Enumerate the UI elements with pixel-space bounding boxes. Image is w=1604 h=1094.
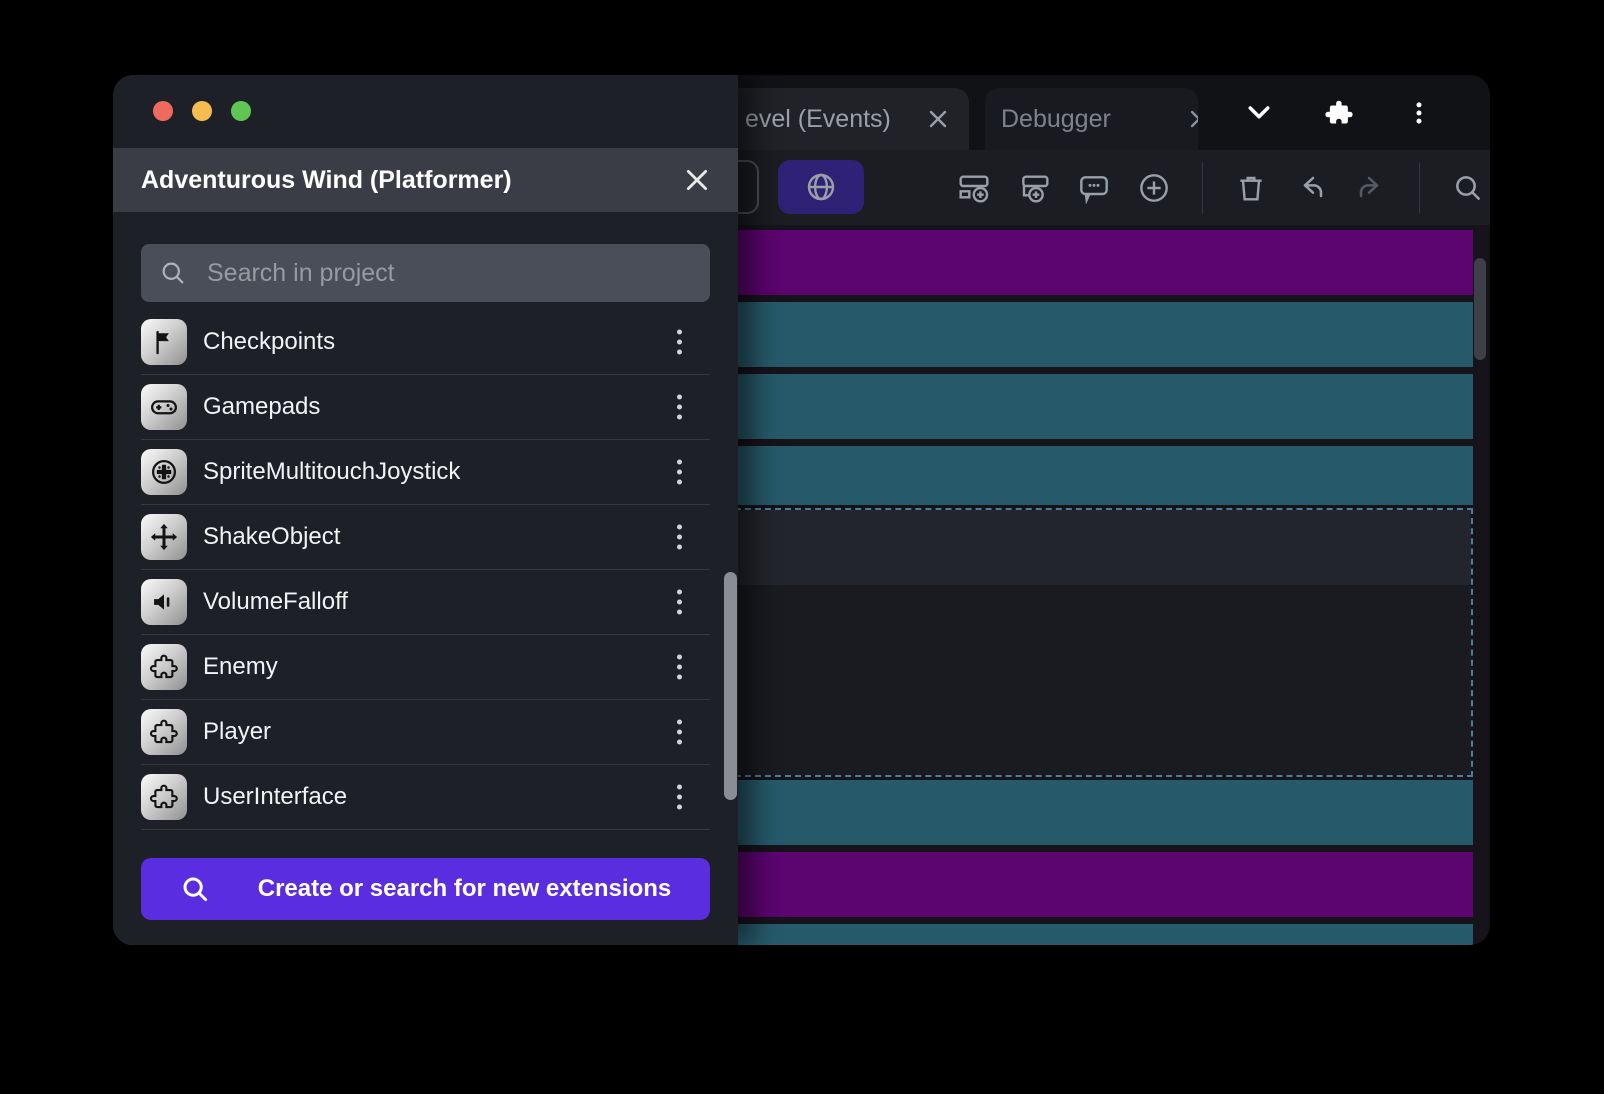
list-item-player[interactable]: Player <box>141 700 710 765</box>
speaker-icon <box>141 579 187 625</box>
zoom-window-button[interactable] <box>231 101 251 121</box>
list-item-label: Checkpoints <box>203 328 336 355</box>
item-menu-icon[interactable] <box>673 651 686 684</box>
list-item-enemy[interactable]: Enemy <box>141 635 710 700</box>
create-search-extensions-button[interactable]: Create or search for new extensions <box>141 858 710 920</box>
flag-icon <box>141 319 187 365</box>
cta-label: Create or search for new extensions <box>257 875 672 902</box>
item-menu-icon[interactable] <box>673 521 686 554</box>
extensions-list: Checkpoints Gamepads SpriteMultitouchJoy… <box>141 310 710 830</box>
list-item-label: Player <box>203 718 272 745</box>
close-window-button[interactable] <box>153 101 173 121</box>
add-circle-icon[interactable] <box>1138 172 1170 204</box>
list-item-spritemultitouchjoystick[interactable]: SpriteMultitouchJoystick <box>141 440 710 505</box>
tab-label: evel (Events) <box>745 104 891 133</box>
scene-globe-button[interactable] <box>778 160 864 214</box>
item-menu-icon[interactable] <box>673 391 686 424</box>
toolbar-divider <box>1419 161 1420 214</box>
puzzle-icon <box>141 644 187 690</box>
close-icon[interactable] <box>927 108 949 130</box>
tab-debugger[interactable]: Debugger <box>985 88 1198 150</box>
list-item-checkpoints[interactable]: Checkpoints <box>141 310 710 375</box>
tab-bar-controls <box>1244 75 1490 150</box>
add-comment-icon[interactable] <box>1078 172 1110 204</box>
redo-icon[interactable] <box>1355 172 1387 204</box>
add-event-icon[interactable] <box>958 172 990 204</box>
item-menu-icon[interactable] <box>673 456 686 489</box>
project-manager-panel: Adventurous Wind (Platformer) Checkpoint… <box>113 75 738 945</box>
move-arrows-icon <box>141 514 187 560</box>
item-menu-icon[interactable] <box>673 781 686 814</box>
list-item-label: Enemy <box>203 653 278 680</box>
search-input[interactable] <box>205 257 692 289</box>
list-item-label: SpriteMultitouchJoystick <box>203 458 461 485</box>
search-icon <box>159 259 187 287</box>
item-menu-icon[interactable] <box>673 586 686 619</box>
chevron-down-icon[interactable] <box>1244 98 1274 128</box>
item-menu-icon[interactable] <box>673 716 686 749</box>
list-item-label: ShakeObject <box>203 523 341 550</box>
panel-scrollbar-thumb[interactable] <box>724 572 737 800</box>
puzzle-icon <box>141 774 187 820</box>
list-item-shakeobject[interactable]: ShakeObject <box>141 505 710 570</box>
list-item-label: UserInterface <box>203 783 348 810</box>
kebab-menu-icon[interactable] <box>1404 98 1434 128</box>
events-scrollbar-thumb[interactable] <box>1474 258 1486 360</box>
panel-header: Adventurous Wind (Platformer) <box>113 148 738 212</box>
joystick-icon <box>141 449 187 495</box>
close-icon[interactable] <box>1188 108 1198 130</box>
add-subevent-icon[interactable] <box>1018 172 1050 204</box>
events-editor: evel (Events) Debugger <box>113 75 1490 945</box>
close-icon[interactable] <box>684 167 710 193</box>
toolbar-divider <box>1202 161 1203 214</box>
trash-icon[interactable] <box>1235 172 1267 204</box>
gamepad-icon <box>141 384 187 430</box>
search-icon[interactable] <box>1452 172 1484 204</box>
list-item-gamepads[interactable]: Gamepads <box>141 375 710 440</box>
list-item-volumefalloff[interactable]: VolumeFalloff <box>141 570 710 635</box>
puzzle-icon <box>141 709 187 755</box>
undo-icon[interactable] <box>1295 172 1327 204</box>
gdevelop-window: evel (Events) Debugger <box>113 75 1490 945</box>
toolbar-icon-group <box>958 150 1484 225</box>
list-item-label: VolumeFalloff <box>203 588 348 615</box>
list-item-label: Gamepads <box>203 393 321 420</box>
globe-icon <box>805 171 837 203</box>
tab-label: Debugger <box>1001 104 1111 133</box>
traffic-lights <box>153 101 251 121</box>
project-title: Adventurous Wind (Platformer) <box>141 165 512 194</box>
item-menu-icon[interactable] <box>673 326 686 359</box>
minimize-window-button[interactable] <box>192 101 212 121</box>
search-icon <box>180 874 210 904</box>
puzzle-icon[interactable] <box>1324 98 1354 128</box>
list-item-userinterface[interactable]: UserInterface <box>141 765 710 830</box>
project-search[interactable] <box>141 244 710 302</box>
